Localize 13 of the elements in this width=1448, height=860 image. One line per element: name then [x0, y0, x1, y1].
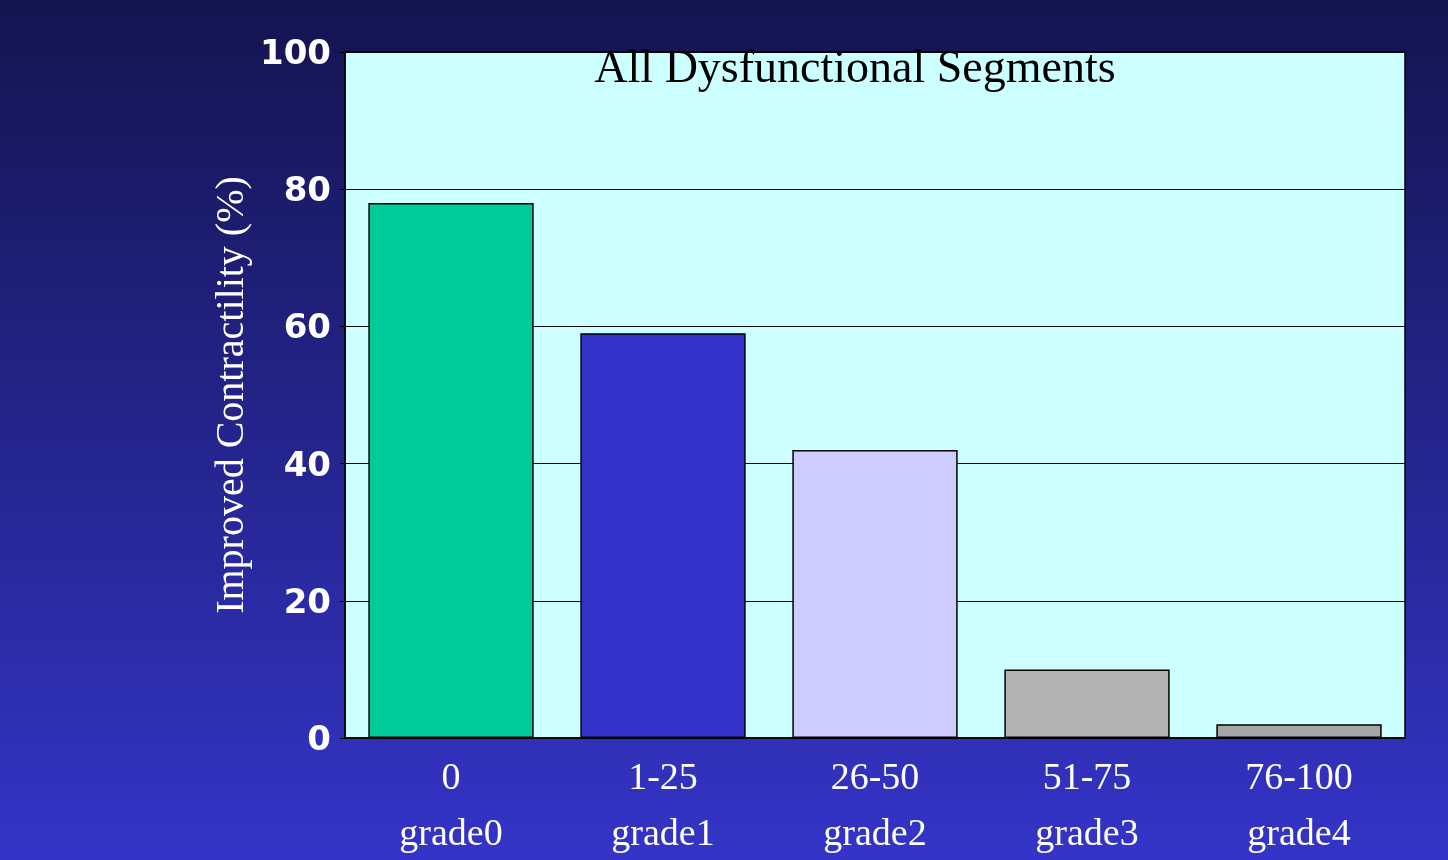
- y-tick-label: 60: [283, 306, 331, 347]
- x-tick-label: 26-50 grade2: [823, 755, 927, 853]
- y-tick-label: 100: [260, 32, 331, 72]
- y-tick-label: 40: [283, 443, 331, 484]
- x-tick-label: 51-75 grade3: [1035, 755, 1139, 853]
- y-tick-label: 20: [283, 580, 331, 621]
- x-tick-label: 1-25 grade1: [611, 755, 715, 853]
- x-tick-label: 0 grade0: [399, 755, 503, 853]
- y-tick-label: 0: [307, 718, 331, 758]
- x-tick-label: 76-100 grade4: [1245, 755, 1353, 853]
- y-tick-label: 80: [283, 169, 331, 210]
- y-axis-title: Improved Contractility (%): [206, 176, 252, 614]
- chart-title: All Dysfunctional Segments: [594, 40, 1116, 92]
